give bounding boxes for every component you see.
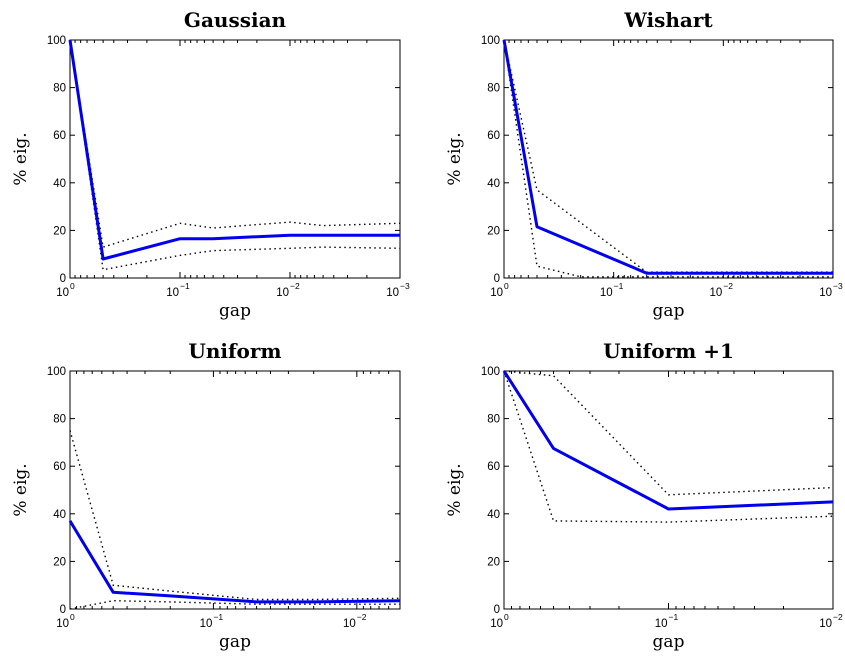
x-axis-label: gap [219, 301, 251, 321]
plot-frame [69, 370, 401, 610]
chart-title: Gaussian [184, 8, 287, 32]
y-tick-label: 0 [494, 604, 500, 616]
y-tick-label: 0 [60, 604, 66, 616]
y-tick-label: 60 [53, 130, 66, 142]
plot-frame [503, 370, 834, 610]
y-tick-label: 60 [53, 461, 66, 473]
series-lower-bound-line [503, 370, 834, 523]
y-tick-label: 80 [53, 414, 66, 426]
series-upper-bound-line [69, 430, 401, 601]
series-mean-line [502, 370, 834, 511]
x-axis-label: gap [653, 632, 685, 652]
x-tick-label: 10 [386, 287, 399, 299]
chart-panel-1: 02040608010010010−110−210−3Gaussiangap% … [11, 8, 410, 321]
y-axis-label: % eig. [11, 132, 31, 185]
x-tick-label: 10 [56, 287, 69, 299]
y-tick-label: 20 [487, 556, 500, 568]
y-axis-label: % eig. [11, 463, 31, 516]
y-tick-label: 0 [494, 273, 500, 285]
y-axis-label: % eig. [445, 463, 465, 516]
x-tick-exponent: 0 [504, 281, 509, 291]
y-tick-label: 100 [481, 35, 500, 47]
x-tick-exponent: −1 [180, 281, 190, 291]
y-tick-label: 20 [487, 225, 500, 237]
series-mean-line [502, 39, 833, 275]
y-tick-label: 60 [487, 461, 500, 473]
x-tick-exponent: −1 [669, 612, 679, 622]
y-tick-label: 40 [53, 509, 66, 521]
x-tick-label: 10 [710, 287, 723, 299]
x-tick-label: 10 [819, 618, 832, 630]
series-lower-bound-line [503, 39, 833, 278]
x-tick-label: 10 [200, 618, 213, 630]
chart-title: Wishart [623, 8, 713, 32]
x-tick-label: 10 [655, 618, 668, 630]
x-axis-label: gap [653, 301, 685, 321]
x-tick-label: 10 [490, 618, 503, 630]
plot-frame [69, 39, 401, 279]
x-tick-label: 10 [276, 287, 289, 299]
plot-frame [503, 39, 834, 279]
y-tick-label: 40 [487, 178, 500, 190]
chart-title: Uniform [188, 339, 281, 363]
x-tick-exponent: 0 [504, 612, 509, 622]
y-tick-label: 20 [53, 225, 66, 237]
y-axis-label: % eig. [445, 132, 465, 185]
x-tick-label: 10 [343, 618, 356, 630]
y-tick-label: 60 [487, 130, 500, 142]
x-tick-label: 10 [56, 618, 69, 630]
y-tick-label: 0 [60, 273, 66, 285]
y-tick-label: 100 [481, 366, 500, 378]
x-tick-exponent: −2 [833, 612, 843, 622]
y-tick-label: 80 [53, 83, 66, 95]
x-tick-exponent: −1 [213, 612, 223, 622]
x-tick-exponent: −2 [723, 281, 733, 291]
x-tick-exponent: −1 [614, 281, 624, 291]
y-tick-label: 40 [487, 509, 500, 521]
y-tick-label: 80 [487, 83, 500, 95]
x-tick-exponent: −2 [290, 281, 300, 291]
y-tick-label: 40 [53, 178, 66, 190]
y-tick-label: 80 [487, 414, 500, 426]
x-tick-exponent: 0 [70, 281, 75, 291]
series-mean-line [68, 520, 401, 604]
x-tick-exponent: −3 [833, 281, 843, 291]
series-mean-line [68, 39, 400, 261]
x-tick-exponent: −3 [400, 281, 410, 291]
x-tick-label: 10 [819, 287, 832, 299]
x-tick-label: 10 [490, 287, 503, 299]
x-tick-label: 10 [166, 287, 179, 299]
y-tick-label: 100 [47, 366, 66, 378]
x-tick-label: 10 [600, 287, 613, 299]
y-tick-label: 100 [47, 35, 66, 47]
chart-title: Uniform +1 [603, 339, 734, 363]
x-axis-label: gap [219, 632, 251, 652]
y-tick-label: 20 [53, 556, 66, 568]
x-tick-exponent: 0 [70, 612, 75, 622]
x-tick-exponent: −2 [357, 612, 367, 622]
